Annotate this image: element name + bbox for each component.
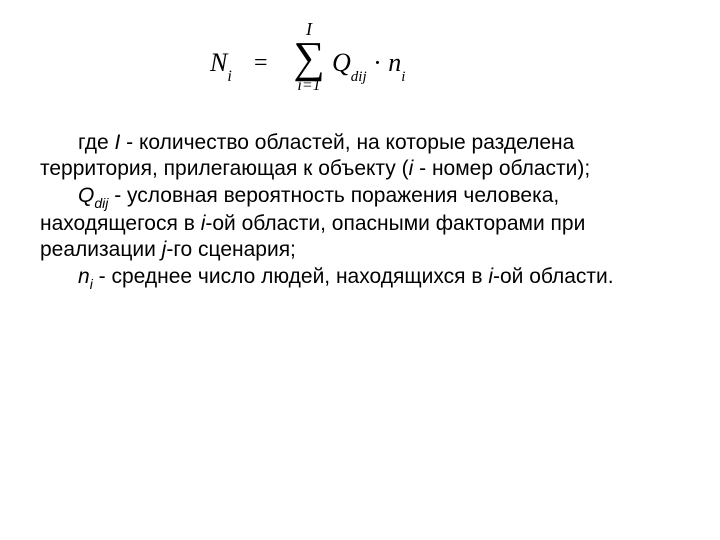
term-n-sub: i bbox=[401, 69, 405, 85]
p2-symbol-Q: Q bbox=[78, 184, 94, 207]
p3-text-b: -ой области. bbox=[493, 265, 614, 288]
term-dot: · bbox=[367, 48, 389, 77]
formula-lhs-symbol: N bbox=[210, 48, 227, 77]
paragraph-2: Qdij - условная вероятность поражения че… bbox=[40, 183, 680, 264]
p2-symbol-Q-sub: dij bbox=[94, 195, 108, 211]
term-n: n bbox=[388, 48, 401, 77]
sigma-lower-limit: i=1 bbox=[284, 78, 334, 94]
p1-text-a: где bbox=[78, 131, 114, 154]
term-Q-sub: dij bbox=[351, 69, 367, 85]
page: Ni = I ∑ i=1 Qdij · ni где I - количеств… bbox=[0, 0, 720, 540]
formula-sigma: I ∑ i=1 bbox=[284, 20, 334, 94]
p1-text-c: - номер области); bbox=[413, 157, 590, 180]
p3-symbol-n: n bbox=[78, 265, 90, 288]
sigma-symbol: ∑ bbox=[284, 38, 334, 78]
formula-lhs: Ni bbox=[210, 48, 232, 82]
body-text: где I - количество областей, на которые … bbox=[40, 130, 680, 292]
formula-equals: = bbox=[254, 50, 268, 77]
formula-block: Ni = I ∑ i=1 Qdij · ni bbox=[210, 20, 680, 110]
formula-lhs-subscript: i bbox=[227, 68, 231, 85]
p2-text-c: -го сценария; bbox=[166, 238, 296, 261]
term-Q: Q bbox=[332, 48, 351, 77]
p3-text-a: - среднее число людей, находящихся в bbox=[93, 265, 489, 288]
paragraph-1: где I - количество областей, на которые … bbox=[40, 130, 680, 183]
formula-term: Qdij · ni bbox=[332, 48, 405, 82]
paragraph-3: ni - среднее число людей, находящихся в … bbox=[40, 264, 680, 293]
p3-symbol-n-sub: i bbox=[90, 276, 93, 292]
